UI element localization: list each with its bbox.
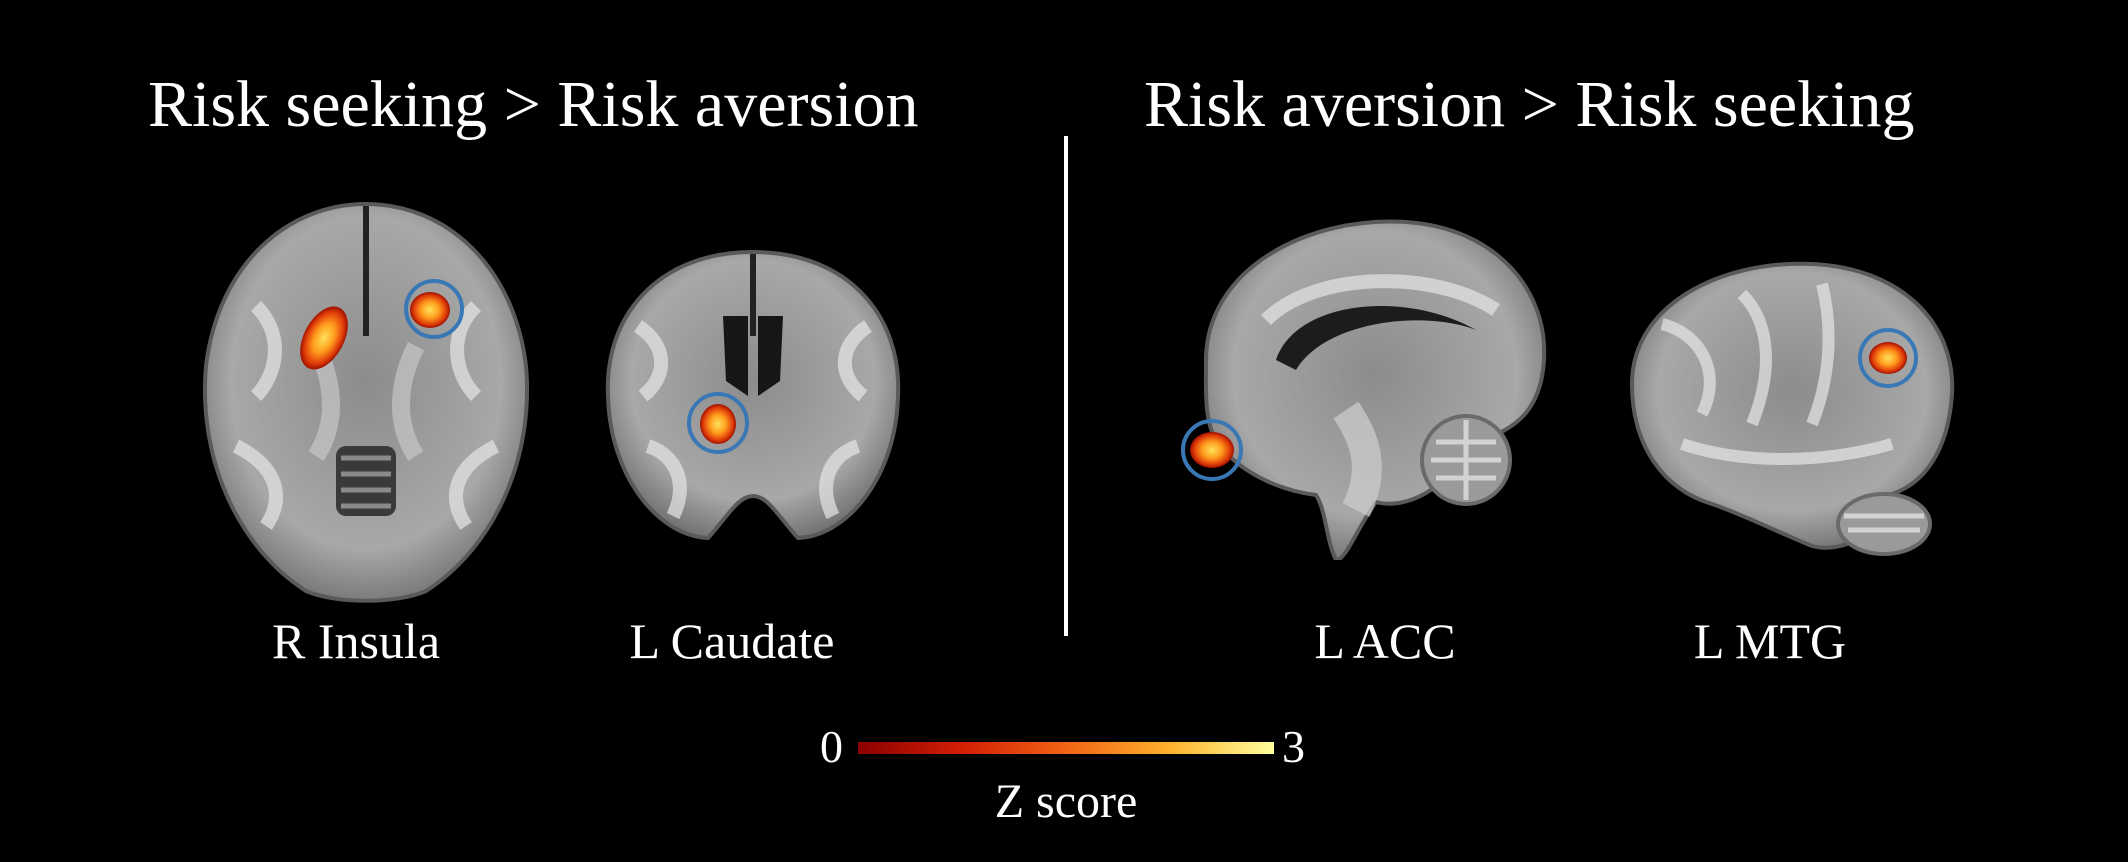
coronal-brain-slice [605, 249, 901, 541]
region-label-l-caudate: L Caudate [629, 613, 835, 669]
region-label-l-mtg: L MTG [1693, 613, 1847, 669]
region-label-r-insula: R Insula [271, 613, 441, 669]
region-label-l-acc: L ACC [1314, 613, 1456, 669]
contrast-header-left: Risk seeking > Risk aversion [148, 68, 919, 141]
lateral-sagittal-brain-slice [1629, 261, 1955, 556]
z-score-colorbar [858, 742, 1274, 754]
section-divider [1064, 136, 1068, 636]
axial-brain-slice [203, 201, 529, 603]
medial-sagittal-brain-slice [1181, 219, 1547, 560]
colorbar-min-label: 0 [820, 721, 843, 772]
colorbar-max-label: 3 [1282, 721, 1305, 772]
colorbar-title: Z score [994, 775, 1138, 828]
contrast-header-right: Risk aversion > Risk seeking [1144, 68, 1915, 141]
